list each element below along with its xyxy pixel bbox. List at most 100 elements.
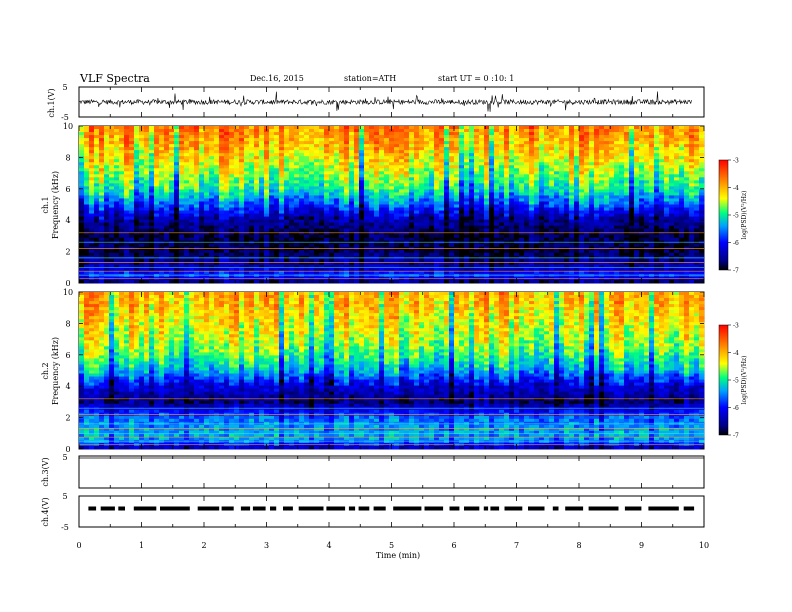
psd-cell — [454, 189, 460, 193]
psd-cell — [409, 135, 415, 139]
psd-cell — [419, 144, 425, 148]
psd-cell — [254, 210, 260, 214]
psd-cell — [159, 207, 165, 211]
psd-cell — [344, 153, 350, 157]
psd-cell — [204, 171, 210, 175]
psd-cell — [194, 198, 200, 202]
psd-cell — [249, 207, 255, 211]
psd-cell — [354, 186, 360, 190]
psd-cell — [149, 174, 155, 178]
psd-cell — [464, 186, 470, 190]
psd-cell — [239, 186, 245, 190]
psd-cell — [149, 210, 155, 214]
psd-cell — [349, 222, 355, 227]
psd-cell — [344, 201, 350, 205]
psd-cell — [344, 276, 350, 281]
psd-cell — [184, 150, 190, 154]
psd-cell — [104, 243, 110, 248]
psd-cell — [289, 189, 295, 193]
psd-cell — [174, 180, 180, 184]
psd-cell — [374, 252, 380, 257]
psd-cell — [134, 234, 140, 239]
psd-cell — [159, 219, 165, 224]
psd-cell — [469, 216, 475, 220]
psd-cell — [119, 219, 125, 224]
psd-cell — [219, 207, 225, 211]
psd-cell — [124, 168, 130, 172]
psd-cell — [499, 126, 505, 130]
psd-cell — [479, 198, 485, 202]
psd-cell — [304, 249, 310, 254]
psd-cell — [359, 207, 365, 211]
psd-cell — [404, 225, 410, 230]
psd-cell — [529, 198, 535, 202]
psd-cell — [209, 171, 215, 175]
psd-cell — [289, 129, 295, 133]
psd-cell — [464, 189, 470, 193]
psd-cell — [439, 132, 445, 136]
psd-cell — [419, 219, 425, 224]
psd-cell — [309, 273, 315, 278]
psd-cell — [524, 153, 530, 157]
psd-cell — [154, 216, 160, 220]
psd-cell — [349, 156, 355, 160]
psd-cell — [164, 156, 170, 160]
psd-cell — [179, 159, 185, 163]
psd-cell — [264, 237, 270, 242]
psd-cell — [164, 189, 170, 193]
psd-cell — [189, 150, 195, 154]
psd-cell — [204, 216, 210, 220]
psd-cell — [519, 195, 525, 199]
psd-cell — [314, 189, 320, 193]
psd-cell — [544, 138, 550, 142]
psd-cell — [319, 132, 325, 136]
psd-cell — [274, 144, 280, 148]
psd-cell — [104, 204, 110, 208]
psd-cell — [209, 213, 215, 217]
psd-cell — [434, 195, 440, 199]
psd-cell — [304, 189, 310, 193]
psd-cell — [534, 258, 540, 263]
psd-cell — [369, 207, 375, 211]
psd-cell — [194, 138, 200, 142]
psd-cell — [434, 159, 440, 163]
psd-cell — [499, 234, 505, 239]
psd-cell — [219, 147, 225, 151]
psd-cell — [334, 219, 340, 224]
psd-cell — [419, 261, 425, 266]
psd-cell — [534, 210, 540, 214]
psd-cell — [529, 186, 535, 190]
psd-cell — [154, 129, 160, 133]
psd-cell — [519, 216, 525, 220]
psd-cell — [439, 192, 445, 196]
psd-cell — [134, 165, 140, 169]
psd-cell — [474, 147, 480, 151]
psd-cell — [84, 222, 90, 227]
psd-cell — [339, 189, 345, 193]
psd-cell — [309, 261, 315, 266]
psd-cell — [219, 201, 225, 205]
psd-cell — [474, 165, 480, 169]
psd-cell — [459, 192, 465, 196]
psd-cell — [454, 201, 460, 205]
psd-cell — [209, 261, 215, 266]
psd-cell — [289, 144, 295, 148]
psd-cell — [274, 132, 280, 136]
psd-cell — [384, 150, 390, 154]
psd-cell — [494, 186, 500, 190]
psd-cell — [254, 267, 260, 272]
psd-cell — [369, 237, 375, 242]
psd-cell — [274, 252, 280, 257]
psd-cell — [294, 159, 300, 163]
psd-cell — [454, 174, 460, 178]
psd-cell — [364, 183, 370, 187]
psd-cell — [234, 279, 240, 284]
psd-cell — [274, 207, 280, 211]
psd-cell — [514, 186, 520, 190]
psd-cell — [274, 249, 280, 254]
psd-cell — [409, 180, 415, 184]
psd-cell — [219, 210, 225, 214]
psd-cell — [304, 147, 310, 151]
psd-cell — [544, 135, 550, 139]
psd-cell — [184, 129, 190, 133]
